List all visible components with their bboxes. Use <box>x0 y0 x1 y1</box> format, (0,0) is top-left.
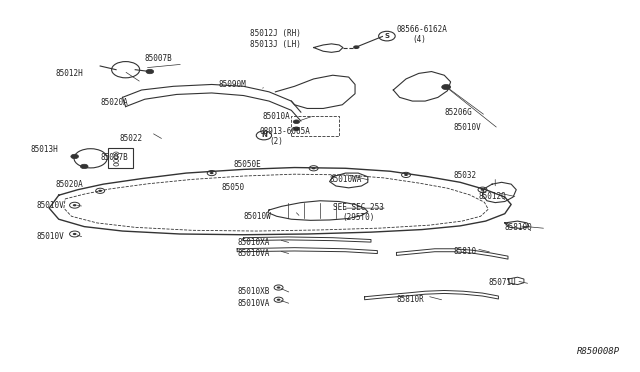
Text: 85012H: 85012H <box>56 69 83 78</box>
Text: 85071U: 85071U <box>489 278 516 287</box>
Text: 85206G: 85206G <box>444 108 472 118</box>
Circle shape <box>312 167 316 169</box>
Circle shape <box>99 190 102 192</box>
Circle shape <box>404 174 408 176</box>
Text: 85010V: 85010V <box>36 232 64 241</box>
Text: 85050: 85050 <box>221 183 244 192</box>
Text: 85010W: 85010W <box>244 212 271 221</box>
Circle shape <box>293 127 300 131</box>
Text: 85010V: 85010V <box>454 123 481 132</box>
Circle shape <box>210 172 214 174</box>
Text: 85007B: 85007B <box>145 54 173 63</box>
Text: 85007B: 85007B <box>100 153 128 162</box>
Text: 85010VA: 85010VA <box>237 299 269 308</box>
Circle shape <box>276 286 280 289</box>
Text: R850008P: R850008P <box>577 347 620 356</box>
Text: N: N <box>261 132 267 138</box>
Text: 85010XB: 85010XB <box>237 288 269 296</box>
Text: (295T0): (295T0) <box>342 213 374 222</box>
Circle shape <box>146 69 154 74</box>
Text: 85090M: 85090M <box>218 80 246 89</box>
Text: 85810: 85810 <box>454 247 477 256</box>
Text: 85012Q: 85012Q <box>478 192 506 201</box>
Text: 85020A: 85020A <box>56 180 83 189</box>
Circle shape <box>442 84 451 90</box>
Circle shape <box>353 45 360 49</box>
Circle shape <box>73 233 77 235</box>
Text: S: S <box>385 33 389 39</box>
Circle shape <box>81 164 88 169</box>
Text: 85050E: 85050E <box>234 160 262 169</box>
Text: 85010WA: 85010WA <box>330 175 362 184</box>
Text: 85032: 85032 <box>454 171 477 180</box>
Text: 85010V: 85010V <box>36 201 64 210</box>
Text: 85012J (RH): 85012J (RH) <box>250 29 301 38</box>
Circle shape <box>293 120 300 124</box>
Text: 85020A: 85020A <box>100 99 128 108</box>
Text: 85810Q: 85810Q <box>505 223 532 232</box>
Text: 85013H: 85013H <box>30 145 58 154</box>
Circle shape <box>71 154 79 159</box>
Text: 08566-6162A: 08566-6162A <box>396 25 447 33</box>
Text: SEE SEC 253: SEE SEC 253 <box>333 202 383 212</box>
Circle shape <box>481 189 484 191</box>
Circle shape <box>276 299 280 301</box>
Text: 85022: 85022 <box>119 134 142 142</box>
Text: 85013J (LH): 85013J (LH) <box>250 40 301 49</box>
Text: 85010XA: 85010XA <box>237 238 269 247</box>
Text: 85010A: 85010A <box>262 112 291 121</box>
Circle shape <box>73 204 77 206</box>
Text: 08913-6065A: 08913-6065A <box>259 127 310 136</box>
Text: (4): (4) <box>412 35 426 44</box>
Text: (2): (2) <box>269 137 283 146</box>
Text: 85810R: 85810R <box>396 295 424 304</box>
Text: 85010VA: 85010VA <box>237 249 269 258</box>
